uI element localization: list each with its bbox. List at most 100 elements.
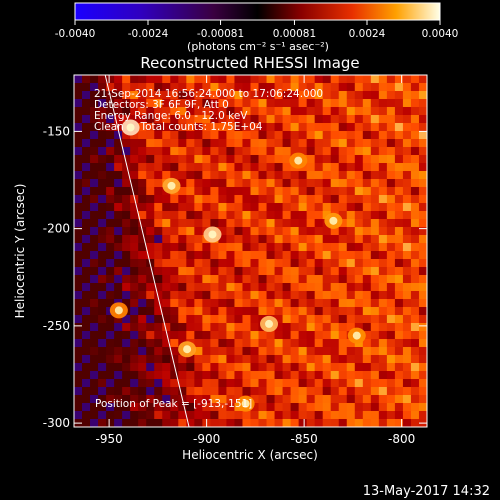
heatmap-cell (202, 379, 211, 388)
heatmap-cell (394, 163, 404, 172)
heatmap-cell (122, 347, 131, 356)
heatmap-cell (386, 299, 396, 308)
heatmap-cell (90, 243, 99, 252)
heatmap-cell (290, 139, 300, 148)
heatmap-cell (114, 235, 123, 244)
heatmap-cell (378, 75, 388, 84)
heatmap-cell (266, 267, 276, 276)
heatmap-cell (194, 283, 203, 292)
heatmap-cell (322, 387, 332, 396)
heatmap-cell (162, 203, 171, 212)
heatmap-cell (370, 195, 380, 204)
heatmap-cell (210, 203, 219, 212)
bright-source-core (329, 216, 338, 225)
heatmap-cell (242, 115, 251, 124)
heatmap-cell (338, 299, 348, 308)
heatmap-cell (370, 299, 380, 308)
heatmap-cell (194, 83, 203, 92)
heatmap-cell (194, 291, 203, 300)
heatmap-cell (354, 99, 364, 108)
heatmap-cell (402, 139, 412, 148)
heatmap-cell (370, 251, 380, 260)
heatmap-cell (258, 235, 268, 244)
heatmap-cell (394, 99, 404, 108)
heatmap-cell (210, 75, 219, 84)
heatmap-cell (410, 179, 420, 188)
heatmap-cell (290, 203, 300, 212)
axis-ticks: -950 -900 -850 -800-150-200-250-300 (43, 75, 427, 446)
heatmap-cell (394, 155, 404, 164)
heatmap-cell (322, 131, 332, 140)
heatmap-cell (178, 107, 187, 116)
heatmap-cell (346, 219, 356, 228)
heatmap-cell (154, 115, 163, 124)
heatmap-cell (74, 355, 83, 364)
heatmap-cell (74, 227, 83, 236)
heatmap-cell (338, 211, 348, 220)
chart-title: Reconstructed RHESSI Image (140, 54, 359, 72)
heatmap-cell (290, 379, 300, 388)
heatmap-cell (346, 83, 356, 92)
heatmap-cell (130, 323, 139, 332)
heatmap-cell (82, 147, 91, 156)
heatmap-cell (370, 171, 380, 180)
heatmap-cell (282, 395, 292, 404)
heatmap-cell (170, 323, 179, 332)
heatmap-cell (282, 179, 292, 188)
heatmap-cell (74, 411, 83, 420)
heatmap-cell (354, 315, 364, 324)
heatmap-cell (234, 355, 243, 364)
heatmap-cell (82, 75, 91, 84)
heatmap-cell (282, 171, 292, 180)
heatmap-cell (386, 107, 396, 116)
heatmap-cell (202, 315, 211, 324)
heatmap-cell (330, 363, 340, 372)
heatmap-cell (162, 379, 171, 388)
heatmap-cell (242, 411, 251, 420)
heatmap-cell (306, 267, 316, 276)
heatmap-cell (274, 203, 284, 212)
heatmap-cell (210, 107, 219, 116)
heatmap-cell (210, 91, 219, 100)
heatmap-cell (282, 155, 292, 164)
x-tick-label: -950 (95, 432, 122, 446)
heatmap-cell (418, 155, 427, 164)
heatmap-cell (322, 147, 332, 156)
heatmap-cell (282, 195, 292, 204)
heatmap-cell (354, 163, 364, 172)
heatmap-cell (330, 115, 340, 124)
heatmap-cell (354, 259, 364, 268)
heatmap-cell (330, 307, 340, 316)
heatmap-cell (314, 387, 324, 396)
heatmap-cell (98, 123, 107, 132)
heatmap-cell (306, 355, 316, 364)
heatmap-cell (178, 203, 187, 212)
heatmap-cell (354, 75, 364, 84)
heatmap-cell (290, 171, 300, 180)
heatmap-cell (250, 291, 260, 300)
heatmap-cell (402, 163, 412, 172)
heatmap-cell (314, 187, 324, 196)
heatmap-cell (306, 419, 316, 427)
heatmap-cell (250, 403, 260, 412)
heatmap-cell (394, 195, 404, 204)
heatmap-cell (218, 387, 227, 396)
heatmap-cell (346, 387, 356, 396)
heatmap-cell (338, 123, 348, 132)
heatmap-cell (290, 115, 300, 124)
heatmap-cell (146, 107, 155, 116)
heatmap-cell (146, 91, 155, 100)
heatmap-cell (354, 379, 364, 388)
heatmap-cell (362, 163, 372, 172)
heatmap-cell (106, 219, 115, 228)
heatmap-cell (202, 291, 211, 300)
heatmap-cell (202, 363, 211, 372)
heatmap-cell (154, 203, 163, 212)
heatmap-cell (202, 307, 211, 316)
heatmap-cell (74, 75, 83, 84)
heatmap-cell (106, 235, 115, 244)
heatmap-cell (402, 363, 412, 372)
heatmap-cell (354, 139, 364, 148)
heatmap-cell (82, 91, 91, 100)
heatmap-cell (346, 115, 356, 124)
